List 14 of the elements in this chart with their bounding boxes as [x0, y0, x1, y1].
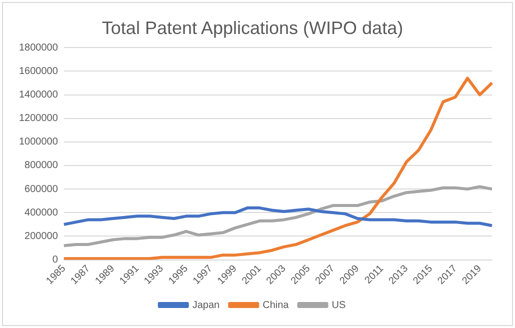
- y-tick-label: 1200000: [18, 113, 58, 124]
- y-tick-label: 1400000: [18, 90, 58, 100]
- legend-label: Japan: [192, 300, 220, 311]
- chart-title: Total Patent Applications (WIPO data): [102, 18, 404, 38]
- legend-label: China: [262, 300, 290, 311]
- y-tick-label: 1600000: [18, 66, 58, 77]
- y-tick-label: 1000000: [18, 136, 58, 148]
- y-tick-label: 1800000: [18, 42, 58, 54]
- legend-label: US: [332, 300, 346, 311]
- y-tick-label: 800000: [24, 160, 58, 172]
- y-tick-label: 200000: [24, 230, 58, 242]
- y-tick-label: 400000: [24, 207, 58, 218]
- y-tick-label: 0: [52, 254, 58, 266]
- y-tick-label: 600000: [24, 184, 58, 195]
